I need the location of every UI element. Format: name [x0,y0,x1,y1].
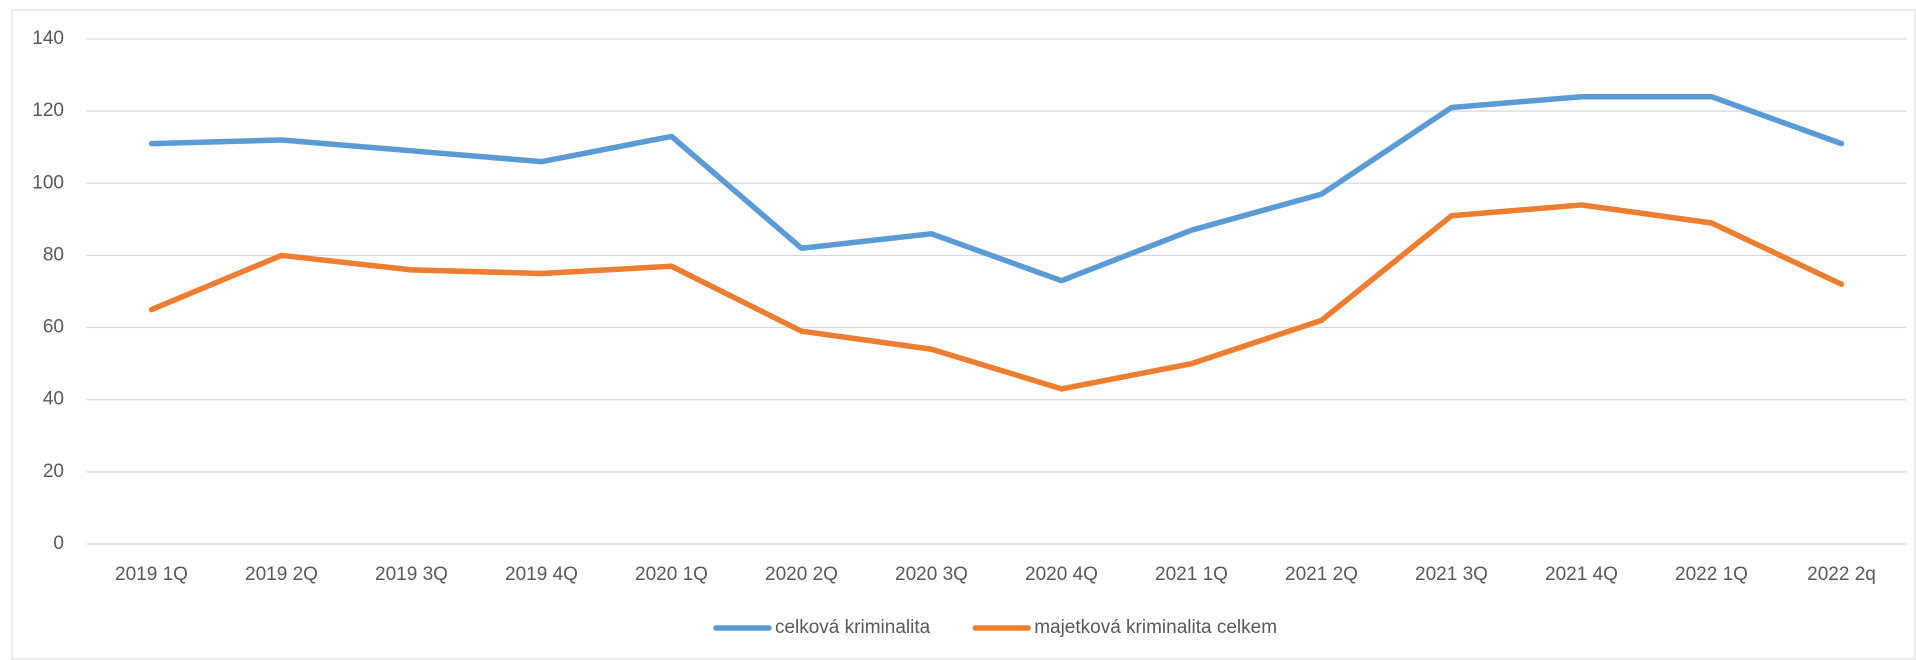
legend-label: majetková kriminalita celkem [1034,617,1277,638]
x-tick-label: 2022 1Q [1675,564,1748,585]
x-tick-label: 2022 2q [1807,564,1876,585]
y-tick-label: 20 [43,461,64,482]
y-tick-label: 120 [32,100,64,121]
x-tick-label: 2019 4Q [505,564,578,585]
x-tick-label: 2019 3Q [375,564,448,585]
x-tick-label: 2021 4Q [1545,564,1618,585]
x-tick-label: 2021 3Q [1415,564,1488,585]
line-series [148,93,1845,284]
x-tick-label: 2020 1Q [635,564,708,585]
y-tick-label: 80 [43,244,64,265]
legend-label: celková kriminalita [775,617,931,638]
x-tick-label: 2019 2Q [245,564,318,585]
x-tick-label: 2020 3Q [895,564,968,585]
y-tick-label: 140 [32,28,64,49]
x-tick-label: 2019 1Q [115,564,188,585]
x-tick-label: 2020 2Q [765,564,838,585]
y-tick-label: 0 [53,533,64,554]
y-tick-label: 40 [43,389,64,410]
y-tick-label: 100 [32,172,64,193]
line-series [148,202,1845,392]
chart-frame [11,9,1916,660]
x-tick-label: 2021 1Q [1155,564,1228,585]
x-tick-label: 2020 4Q [1025,564,1098,585]
x-tick-label: 2021 2Q [1285,564,1358,585]
y-tick-label: 60 [43,317,64,338]
